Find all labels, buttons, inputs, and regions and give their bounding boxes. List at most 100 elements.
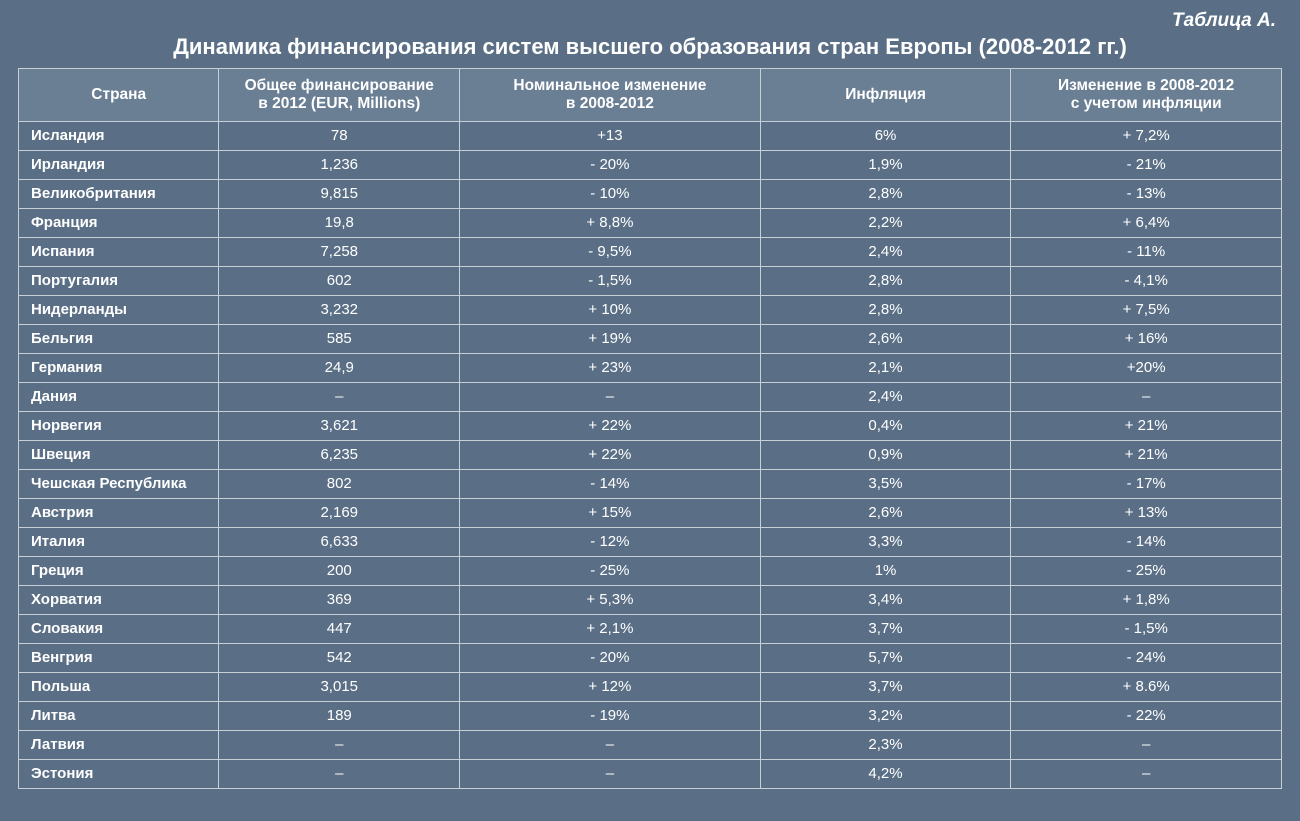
value-cell: – xyxy=(460,759,761,788)
country-cell: Норвегия xyxy=(19,411,219,440)
table-row: Ирландия1,236- 20%1,9%- 21% xyxy=(19,150,1282,179)
table-row: Эстония––4,2%– xyxy=(19,759,1282,788)
value-cell: - 1,5% xyxy=(1011,614,1282,643)
value-cell: 2,6% xyxy=(760,498,1011,527)
table-row: Великобритания9,815- 10%2,8%- 13% xyxy=(19,179,1282,208)
value-cell: 0,4% xyxy=(760,411,1011,440)
value-cell: - 22% xyxy=(1011,701,1282,730)
value-cell: 447 xyxy=(219,614,460,643)
value-cell: + 2,1% xyxy=(460,614,761,643)
value-cell: 2,8% xyxy=(760,179,1011,208)
table-row: Испания7,258- 9,5%2,4%- 11% xyxy=(19,237,1282,266)
value-cell: + 22% xyxy=(460,411,761,440)
page-title: Динамика финансирования систем высшего о… xyxy=(18,34,1282,60)
value-cell: + 19% xyxy=(460,324,761,353)
table-row: Дания––2,4%– xyxy=(19,382,1282,411)
value-cell: 2,8% xyxy=(760,266,1011,295)
value-cell: - 20% xyxy=(460,643,761,672)
table-row: Германия24,9+ 23%2,1%+20% xyxy=(19,353,1282,382)
value-cell: + 7,2% xyxy=(1011,121,1282,150)
value-cell: - 12% xyxy=(460,527,761,556)
value-cell: 2,1% xyxy=(760,353,1011,382)
value-cell: 3,232 xyxy=(219,295,460,324)
value-cell: 3,5% xyxy=(760,469,1011,498)
value-cell: – xyxy=(219,759,460,788)
value-cell: + 8.6% xyxy=(1011,672,1282,701)
value-cell: 6% xyxy=(760,121,1011,150)
table-row: Словакия447+ 2,1%3,7%- 1,5% xyxy=(19,614,1282,643)
value-cell: - 4,1% xyxy=(1011,266,1282,295)
table-label: Таблица А. xyxy=(18,10,1282,32)
country-cell: Латвия xyxy=(19,730,219,759)
table-row: Литва189- 19%3,2%- 22% xyxy=(19,701,1282,730)
value-cell: + 5,3% xyxy=(460,585,761,614)
value-cell: 3,015 xyxy=(219,672,460,701)
value-cell: – xyxy=(1011,382,1282,411)
table-row: Хорватия369+ 5,3%3,4%+ 1,8% xyxy=(19,585,1282,614)
country-cell: Венгрия xyxy=(19,643,219,672)
value-cell: - 1,5% xyxy=(460,266,761,295)
value-cell: – xyxy=(460,382,761,411)
country-cell: Испания xyxy=(19,237,219,266)
value-cell: 3,7% xyxy=(760,614,1011,643)
value-cell: 19,8 xyxy=(219,208,460,237)
value-cell: - 13% xyxy=(1011,179,1282,208)
column-header-4: Изменение в 2008-2012с учетом инфляции xyxy=(1011,69,1282,122)
value-cell: – xyxy=(219,730,460,759)
value-cell: + 22% xyxy=(460,440,761,469)
value-cell: - 9,5% xyxy=(460,237,761,266)
value-cell: – xyxy=(1011,759,1282,788)
value-cell: 369 xyxy=(219,585,460,614)
value-cell: 2,6% xyxy=(760,324,1011,353)
value-cell: 3,2% xyxy=(760,701,1011,730)
value-cell: 2,4% xyxy=(760,382,1011,411)
value-cell: + 12% xyxy=(460,672,761,701)
country-cell: Хорватия xyxy=(19,585,219,614)
column-header-1: Общее финансированиев 2012 (EUR, Million… xyxy=(219,69,460,122)
value-cell: - 24% xyxy=(1011,643,1282,672)
value-cell: 3,621 xyxy=(219,411,460,440)
table-row: Венгрия542- 20%5,7%- 24% xyxy=(19,643,1282,672)
value-cell: – xyxy=(1011,730,1282,759)
value-cell: 5,7% xyxy=(760,643,1011,672)
country-cell: Литва xyxy=(19,701,219,730)
country-cell: Словакия xyxy=(19,614,219,643)
value-cell: - 20% xyxy=(460,150,761,179)
value-cell: + 16% xyxy=(1011,324,1282,353)
value-cell: +13 xyxy=(460,121,761,150)
country-cell: Франция xyxy=(19,208,219,237)
table-row: Латвия––2,3%– xyxy=(19,730,1282,759)
value-cell: 78 xyxy=(219,121,460,150)
value-cell: - 19% xyxy=(460,701,761,730)
country-cell: Великобритания xyxy=(19,179,219,208)
table-row: Португалия602- 1,5%2,8%- 4,1% xyxy=(19,266,1282,295)
value-cell: - 14% xyxy=(1011,527,1282,556)
country-cell: Австрия xyxy=(19,498,219,527)
data-table: СтранаОбщее финансированиев 2012 (EUR, M… xyxy=(18,68,1282,789)
value-cell: 1,9% xyxy=(760,150,1011,179)
value-cell: - 17% xyxy=(1011,469,1282,498)
table-row: Норвегия3,621+ 22%0,4%+ 21% xyxy=(19,411,1282,440)
column-header-0: Страна xyxy=(19,69,219,122)
table-row: Италия6,633- 12%3,3%- 14% xyxy=(19,527,1282,556)
value-cell: 6,235 xyxy=(219,440,460,469)
value-cell: 585 xyxy=(219,324,460,353)
table-row: Австрия2,169+ 15%2,6%+ 13% xyxy=(19,498,1282,527)
value-cell: - 10% xyxy=(460,179,761,208)
value-cell: 2,4% xyxy=(760,237,1011,266)
value-cell: 200 xyxy=(219,556,460,585)
table-row: Греция200- 25%1%- 25% xyxy=(19,556,1282,585)
value-cell: - 25% xyxy=(460,556,761,585)
value-cell: - 21% xyxy=(1011,150,1282,179)
value-cell: 2,169 xyxy=(219,498,460,527)
country-cell: Греция xyxy=(19,556,219,585)
value-cell: + 8,8% xyxy=(460,208,761,237)
value-cell: + 23% xyxy=(460,353,761,382)
table-row: Швеция6,235+ 22%0,9%+ 21% xyxy=(19,440,1282,469)
value-cell: 802 xyxy=(219,469,460,498)
country-cell: Чешская Республика xyxy=(19,469,219,498)
value-cell: + 15% xyxy=(460,498,761,527)
value-cell: 2,8% xyxy=(760,295,1011,324)
value-cell: 24,9 xyxy=(219,353,460,382)
country-cell: Португалия xyxy=(19,266,219,295)
